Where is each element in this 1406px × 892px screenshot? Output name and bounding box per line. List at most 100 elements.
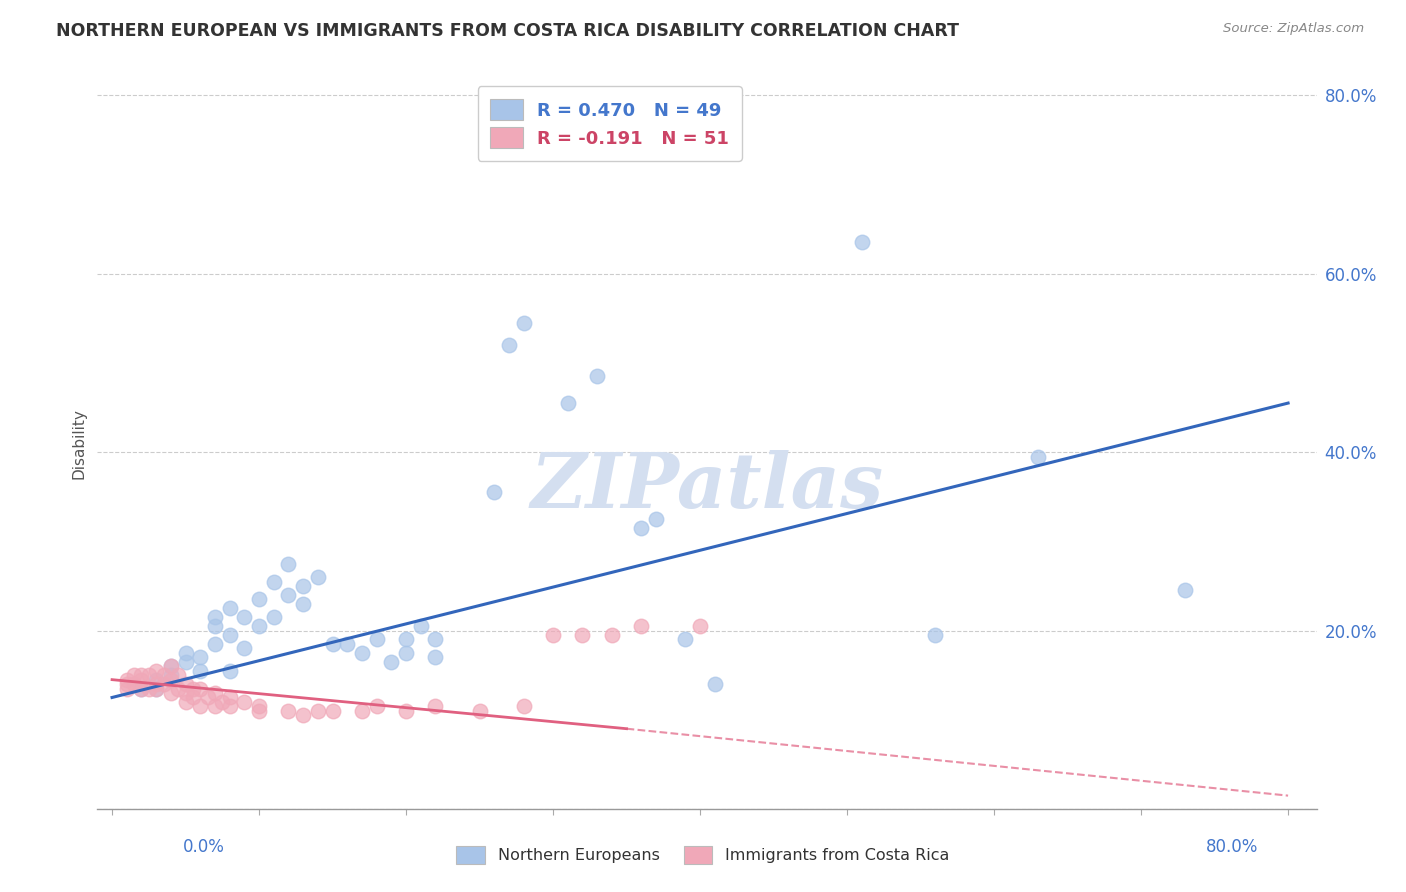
- Point: [152, 668, 174, 682]
- Point: [115, 673, 138, 687]
- Text: NORTHERN EUROPEAN VS IMMIGRANTS FROM COSTA RICA DISABILITY CORRELATION CHART: NORTHERN EUROPEAN VS IMMIGRANTS FROM COS…: [56, 22, 959, 40]
- Point: [115, 677, 138, 691]
- Point: [247, 592, 270, 607]
- Point: [366, 699, 388, 714]
- Point: [689, 619, 711, 633]
- Point: [174, 677, 197, 691]
- Point: [395, 646, 418, 660]
- Y-axis label: Disability: Disability: [72, 408, 86, 479]
- Point: [204, 619, 226, 633]
- Point: [292, 708, 315, 723]
- Point: [703, 677, 725, 691]
- Point: [247, 699, 270, 714]
- Point: [322, 637, 344, 651]
- Point: [145, 681, 167, 696]
- Point: [197, 690, 219, 705]
- Point: [131, 668, 153, 682]
- Point: [167, 681, 190, 696]
- Point: [174, 646, 197, 660]
- Point: [115, 681, 138, 696]
- Point: [277, 588, 299, 602]
- Point: [247, 704, 270, 718]
- Point: [512, 699, 534, 714]
- Point: [380, 655, 402, 669]
- Point: [645, 512, 668, 526]
- Text: 0.0%: 0.0%: [183, 838, 225, 856]
- Point: [233, 695, 256, 709]
- Point: [181, 690, 204, 705]
- Point: [924, 628, 946, 642]
- Point: [247, 619, 270, 633]
- Point: [307, 570, 329, 584]
- Point: [160, 659, 183, 673]
- Point: [160, 686, 183, 700]
- Point: [630, 619, 652, 633]
- Point: [152, 677, 174, 691]
- Point: [277, 704, 299, 718]
- Point: [1174, 583, 1197, 598]
- Point: [263, 610, 285, 624]
- Point: [571, 628, 593, 642]
- Point: [292, 579, 315, 593]
- Point: [336, 637, 359, 651]
- Point: [160, 668, 183, 682]
- Point: [122, 668, 145, 682]
- Point: [233, 641, 256, 656]
- Text: Source: ZipAtlas.com: Source: ZipAtlas.com: [1223, 22, 1364, 36]
- Point: [122, 677, 145, 691]
- Point: [468, 704, 491, 718]
- Point: [218, 690, 240, 705]
- Point: [188, 650, 211, 665]
- Point: [557, 396, 579, 410]
- Point: [131, 681, 153, 696]
- Point: [395, 704, 418, 718]
- Point: [160, 659, 183, 673]
- Point: [233, 610, 256, 624]
- Point: [167, 668, 190, 682]
- Point: [138, 681, 160, 696]
- Point: [181, 681, 204, 696]
- Point: [395, 632, 418, 647]
- Point: [174, 695, 197, 709]
- Point: [204, 686, 226, 700]
- Point: [307, 704, 329, 718]
- Legend: Northern Europeans, Immigrants from Costa Rica: Northern Europeans, Immigrants from Cost…: [450, 839, 956, 871]
- Point: [425, 699, 447, 714]
- Point: [630, 521, 652, 535]
- Point: [218, 628, 240, 642]
- Point: [350, 704, 373, 718]
- Point: [145, 681, 167, 696]
- Point: [600, 628, 623, 642]
- Point: [218, 699, 240, 714]
- Point: [498, 338, 520, 352]
- Point: [425, 650, 447, 665]
- Point: [425, 632, 447, 647]
- Point: [174, 686, 197, 700]
- Point: [218, 664, 240, 678]
- Point: [292, 597, 315, 611]
- Point: [131, 673, 153, 687]
- Point: [160, 673, 183, 687]
- Point: [484, 485, 506, 500]
- Point: [211, 695, 233, 709]
- Point: [1026, 450, 1049, 464]
- Point: [409, 619, 432, 633]
- Point: [673, 632, 696, 647]
- Point: [541, 628, 564, 642]
- Point: [145, 673, 167, 687]
- Text: ZIPatlas: ZIPatlas: [531, 450, 884, 524]
- Point: [145, 664, 167, 678]
- Point: [131, 681, 153, 696]
- Point: [204, 699, 226, 714]
- Point: [204, 610, 226, 624]
- Point: [218, 601, 240, 615]
- Point: [350, 646, 373, 660]
- Point: [145, 677, 167, 691]
- Point: [322, 704, 344, 718]
- Point: [188, 681, 211, 696]
- Legend: R = 0.470   N = 49, R = -0.191   N = 51: R = 0.470 N = 49, R = -0.191 N = 51: [478, 87, 742, 161]
- Point: [851, 235, 873, 250]
- Text: 80.0%: 80.0%: [1206, 838, 1258, 856]
- Point: [586, 369, 609, 384]
- Point: [512, 316, 534, 330]
